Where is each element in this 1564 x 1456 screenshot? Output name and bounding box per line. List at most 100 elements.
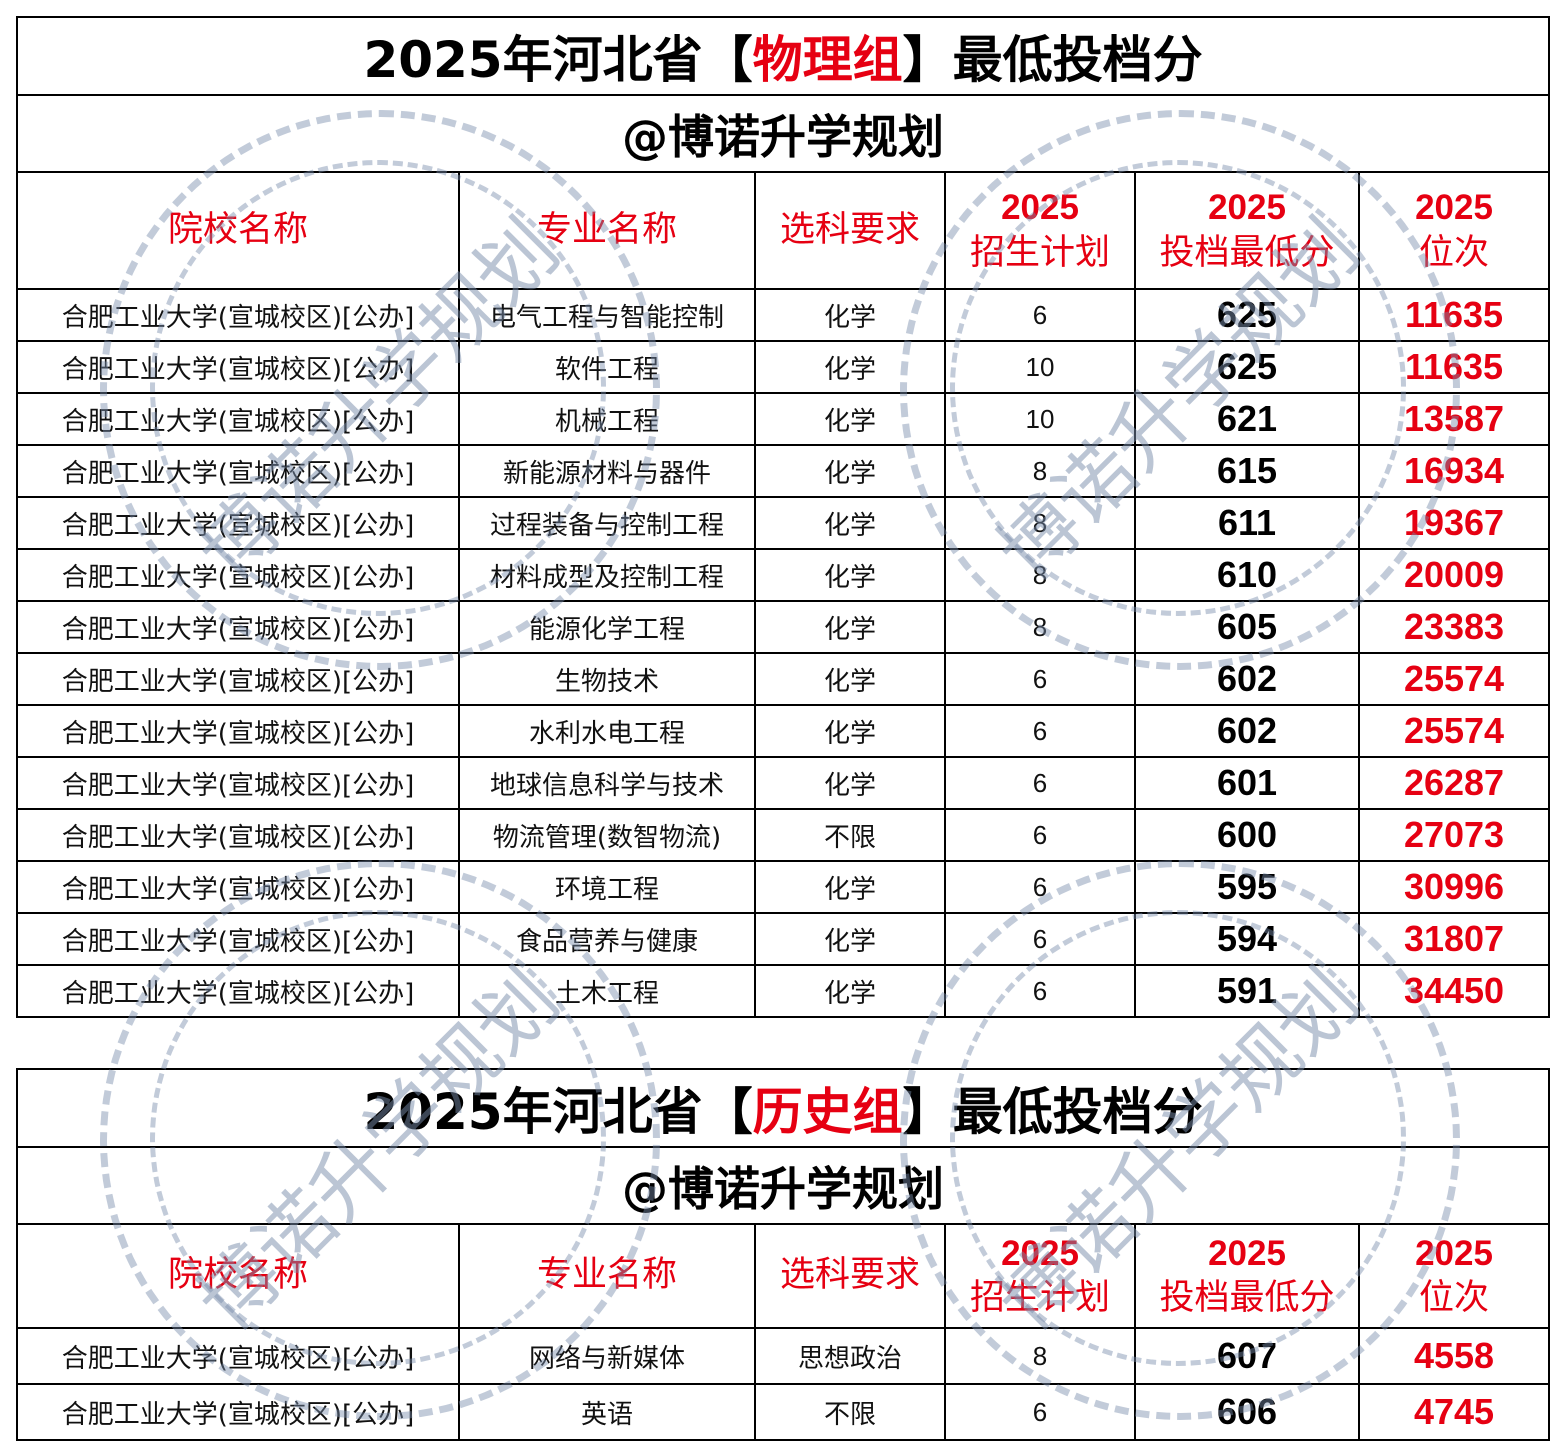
min-score-cell: 625 [1134, 288, 1360, 342]
header-min-score: 2025 投档最低分 [1134, 171, 1360, 290]
min-score-cell: 591 [1134, 964, 1360, 1018]
min-score-cell: 602 [1134, 704, 1360, 758]
title-highlight: 历史组 [752, 1083, 903, 1141]
min-score-cell: 601 [1134, 756, 1360, 810]
enrollment-plan-cell: 8 [944, 600, 1136, 654]
subject-requirement-cell: 化学 [754, 288, 946, 342]
school-name-cell: 合肥工业大学(宣城校区)[公办] [16, 600, 460, 654]
school-name-cell: 合肥工业大学(宣城校区)[公办] [16, 704, 460, 758]
table-title: 2025年河北省【物理组】最低投档分 [15, 16, 1551, 96]
table-row: 合肥工业大学(宣城校区)[公办] 物流管理(数智物流) 不限 6 600 27073 [16, 808, 1551, 862]
enrollment-plan-cell: 10 [944, 340, 1136, 394]
min-score-cell: 625 [1134, 340, 1360, 394]
header-year: 2025 [1208, 188, 1286, 227]
table-row: 合肥工业大学(宣城校区)[公办] 食品营养与健康 化学 6 594 31807 [16, 912, 1551, 966]
title-row: 2025年河北省【物理组】最低投档分 [15, 16, 1551, 96]
major-name-cell: 过程装备与控制工程 [458, 496, 756, 550]
min-score-cell: 594 [1134, 912, 1360, 966]
major-name-cell: 土木工程 [458, 964, 756, 1018]
title-highlight: 物理组 [752, 31, 903, 89]
subject-requirement-cell: 化学 [754, 496, 946, 550]
header-subject-requirement: 选科要求 [754, 171, 946, 290]
enrollment-plan-cell: 8 [944, 496, 1136, 550]
header-year: 2025 [1001, 1233, 1079, 1273]
header-row: 院校名称 专业名称 选科要求 2025 招生计划 2025 投档最低分 2025 位次 [16, 171, 1551, 290]
header-label: 招生计划 [969, 1278, 1110, 1318]
major-name-cell: 物流管理(数智物流) [458, 808, 756, 862]
enrollment-plan-cell: 6 [944, 808, 1136, 862]
table-row: 合肥工业大学(宣城校区)[公办] 软件工程 化学 10 625 11635 [16, 340, 1551, 394]
min-score-cell: 605 [1134, 600, 1360, 654]
subject-requirement-cell: 化学 [754, 912, 946, 966]
rank-cell: 26287 [1357, 756, 1551, 810]
rank-cell: 20009 [1357, 548, 1551, 602]
title-row: 2025年河北省【历史组】最低投档分 [15, 1068, 1551, 1148]
header-year: 2025 [1208, 1233, 1286, 1273]
enrollment-plan-cell: 6 [944, 652, 1136, 706]
subtitle-row: @博诺升学规划 [15, 94, 1551, 173]
table-subtitle: @博诺升学规划 [15, 1146, 1551, 1225]
subject-requirement-cell: 化学 [754, 392, 946, 446]
rank-cell: 25574 [1357, 652, 1551, 706]
title-suffix: 】最低投档分 [902, 1083, 1203, 1141]
min-score-cell: 610 [1134, 548, 1360, 602]
subject-requirement-cell: 思想政治 [754, 1327, 946, 1385]
rank-cell: 4745 [1357, 1383, 1551, 1441]
header-label: 招生计划 [969, 232, 1110, 273]
subject-requirement-cell: 不限 [754, 808, 946, 862]
header-year: 2025 [1415, 188, 1493, 227]
enrollment-plan-cell: 6 [944, 704, 1136, 758]
table-row: 合肥工业大学(宣城校区)[公办] 环境工程 化学 6 595 30996 [16, 860, 1551, 914]
table-row: 合肥工业大学(宣城校区)[公办] 新能源材料与器件 化学 8 615 16934 [16, 444, 1551, 498]
school-name-cell: 合肥工业大学(宣城校区)[公办] [16, 808, 460, 862]
header-label: 投档最低分 [1159, 1278, 1335, 1318]
table-subtitle: @博诺升学规划 [15, 94, 1551, 173]
rank-cell: 25574 [1357, 704, 1551, 758]
table-row: 合肥工业大学(宣城校区)[公办] 生物技术 化学 6 602 25574 [16, 652, 1551, 706]
min-score-cell: 621 [1134, 392, 1360, 446]
title-prefix: 2025年河北省【 [363, 31, 753, 89]
school-name-cell: 合肥工业大学(宣城校区)[公办] [16, 1383, 460, 1441]
rank-cell: 34450 [1357, 964, 1551, 1018]
rank-cell: 11635 [1357, 288, 1551, 342]
rank-cell: 13587 [1357, 392, 1551, 446]
min-score-cell: 595 [1134, 860, 1360, 914]
header-min-score: 2025 投档最低分 [1134, 1223, 1360, 1329]
rank-cell: 11635 [1357, 340, 1551, 394]
school-name-cell: 合肥工业大学(宣城校区)[公办] [16, 964, 460, 1018]
school-name-cell: 合肥工业大学(宣城校区)[公办] [16, 392, 460, 446]
rank-cell: 16934 [1357, 444, 1551, 498]
subject-requirement-cell: 化学 [754, 756, 946, 810]
rank-cell: 27073 [1357, 808, 1551, 862]
table-row: 合肥工业大学(宣城校区)[公办] 能源化学工程 化学 8 605 23383 [16, 600, 1551, 654]
school-name-cell: 合肥工业大学(宣城校区)[公办] [16, 756, 460, 810]
major-name-cell: 环境工程 [458, 860, 756, 914]
school-name-cell: 合肥工业大学(宣城校区)[公办] [16, 860, 460, 914]
major-name-cell: 水利水电工程 [458, 704, 756, 758]
enrollment-plan-cell: 8 [944, 1327, 1136, 1385]
major-name-cell: 生物技术 [458, 652, 756, 706]
major-name-cell: 食品营养与健康 [458, 912, 756, 966]
header-rank: 2025 位次 [1357, 1223, 1551, 1329]
rank-cell: 19367 [1357, 496, 1551, 550]
school-name-cell: 合肥工业大学(宣城校区)[公办] [16, 1327, 460, 1385]
enrollment-plan-cell: 6 [944, 912, 1136, 966]
header-school-name: 院校名称 [16, 171, 460, 290]
major-name-cell: 地球信息科学与技术 [458, 756, 756, 810]
header-enrollment-plan: 2025 招生计划 [944, 171, 1136, 290]
school-name-cell: 合肥工业大学(宣城校区)[公办] [16, 548, 460, 602]
history-score-table: 2025年河北省【历史组】最低投档分 @博诺升学规划 院校名称 专业名称 选科要求 202… [15, 1068, 1551, 1441]
major-name-cell: 新能源材料与器件 [458, 444, 756, 498]
header-label: 投档最低分 [1159, 232, 1335, 273]
subject-requirement-cell: 化学 [754, 548, 946, 602]
table-row: 合肥工业大学(宣城校区)[公办] 网络与新媒体 思想政治 8 607 4558 [16, 1327, 1551, 1385]
table-row: 合肥工业大学(宣城校区)[公办] 材料成型及控制工程 化学 8 610 20009 [16, 548, 1551, 602]
header-rank: 2025 位次 [1357, 171, 1551, 290]
subject-requirement-cell: 化学 [754, 652, 946, 706]
subject-requirement-cell: 化学 [754, 444, 946, 498]
enrollment-plan-cell: 6 [944, 860, 1136, 914]
table-row: 合肥工业大学(宣城校区)[公办] 水利水电工程 化学 6 602 25574 [16, 704, 1551, 758]
major-name-cell: 能源化学工程 [458, 600, 756, 654]
header-year: 2025 [1415, 1233, 1493, 1273]
header-label: 位次 [1419, 1278, 1490, 1318]
